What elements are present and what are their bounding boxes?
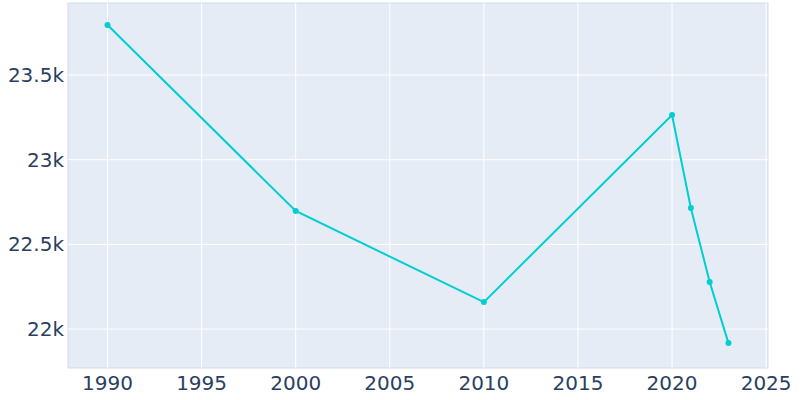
marker bbox=[669, 112, 675, 118]
y-grid bbox=[68, 74, 768, 75]
y-tick-label: 23k bbox=[27, 148, 64, 172]
x-tick-label: 1995 bbox=[176, 371, 227, 395]
marker bbox=[293, 208, 299, 214]
x-grid bbox=[201, 3, 202, 368]
y-grid bbox=[68, 159, 768, 160]
y-tick-label: 22.5k bbox=[8, 232, 65, 256]
marker bbox=[481, 299, 487, 305]
marker bbox=[725, 340, 731, 346]
marker bbox=[688, 205, 694, 211]
x-grid bbox=[672, 3, 673, 368]
marker bbox=[707, 279, 713, 285]
y-grid bbox=[68, 329, 768, 330]
x-tick-label: 2005 bbox=[364, 371, 415, 395]
y-tick-label: 22k bbox=[27, 317, 64, 341]
x-grid bbox=[107, 3, 108, 368]
x-grid bbox=[577, 3, 578, 368]
x-grid bbox=[483, 3, 484, 368]
x-grid bbox=[389, 3, 390, 368]
series bbox=[105, 22, 732, 346]
y-grid bbox=[68, 244, 768, 245]
x-grid bbox=[766, 3, 767, 368]
x-tick-label: 2025 bbox=[741, 371, 792, 395]
x-tick-label: 2010 bbox=[458, 371, 509, 395]
x-tick-label: 1990 bbox=[82, 371, 133, 395]
chart: 22k 22.5k 23k 23.5k 1990 1995 2000 2005 2010 2015… bbox=[0, 0, 800, 400]
x-tick-label: 2015 bbox=[552, 371, 603, 395]
x-tick-label: 2020 bbox=[647, 371, 698, 395]
x-grid bbox=[295, 3, 296, 368]
plot-frame bbox=[68, 3, 768, 368]
y-tick-label: 23.5k bbox=[8, 63, 65, 87]
x-tick-label: 2000 bbox=[270, 371, 321, 395]
line bbox=[108, 25, 729, 343]
marker bbox=[105, 22, 111, 28]
